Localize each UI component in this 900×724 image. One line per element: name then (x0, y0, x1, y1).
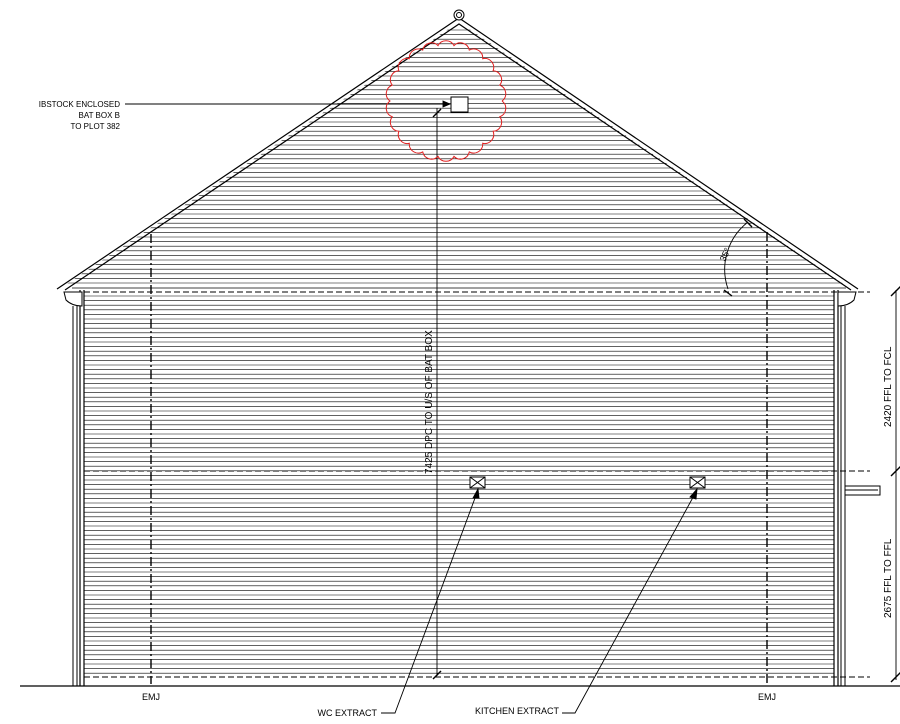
bat-box-label: IBSTOCK ENCLOSED BAT BOX B TO PLOT 382 (39, 100, 121, 131)
level-lines (84, 291, 870, 678)
wall-outline (79, 290, 839, 686)
wc-extract-label: WC EXTRACT (318, 708, 378, 718)
level-dimensions (890, 286, 900, 683)
gutter-left (63, 291, 83, 686)
gutter-right (837, 291, 857, 686)
wall-cladding-hatch (84, 295, 834, 674)
emj-lines (150, 232, 768, 684)
roof-cladding-hatch (62, 29, 848, 284)
svg-text:BAT BOX B: BAT BOX B (79, 111, 121, 120)
bat-box (450, 96, 469, 113)
svg-text:TO PLOT 382: TO PLOT 382 (70, 122, 120, 131)
kitchen-extract-vent (689, 476, 706, 489)
roof-pitch-text: 35° (718, 246, 733, 263)
dim-lower-text: 2675 FFL TO FFL (883, 538, 894, 618)
emj-left-label: EMJ (142, 692, 160, 702)
side-sill (844, 485, 881, 496)
bat-box-dimension-text: 7425 DPC TO U/S OF BAT BOX (424, 330, 435, 474)
emj-right-label: EMJ (758, 692, 776, 702)
kitchen-extract-label: KITCHEN EXTRACT (475, 706, 560, 716)
revision-cloud (385, 40, 507, 162)
dim-upper-text: 2420 FFL TO FCL (883, 346, 894, 427)
svg-text:IBSTOCK ENCLOSED: IBSTOCK ENCLOSED (39, 100, 120, 109)
roof-pitch-annotation (723, 218, 753, 297)
bat-box-leader (125, 100, 452, 108)
ridge-finial (453, 9, 465, 21)
bat-box-dimension-line (432, 108, 442, 680)
extract-leaders (381, 487, 698, 714)
wc-extract-vent (469, 476, 486, 489)
